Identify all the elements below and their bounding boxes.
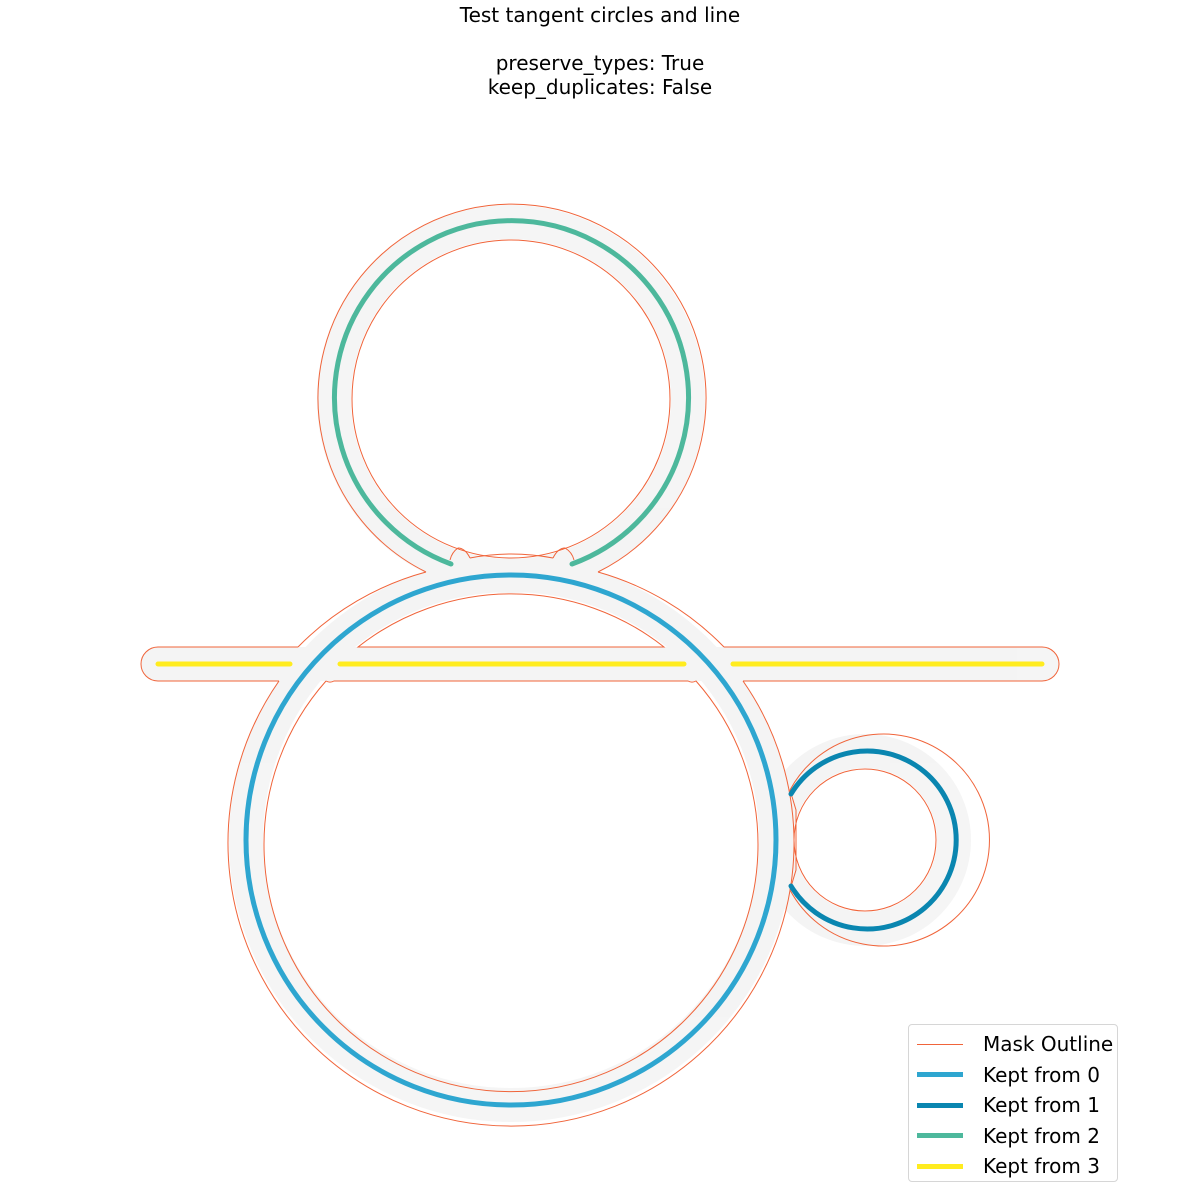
mask-line-left (140, 646, 298, 682)
mask-big-outer-left (297, 571, 427, 648)
kept2-top-arc (332, 218, 691, 567)
mask-big-outer-lower-left (227, 680, 795, 1127)
legend: Mask Outline Kept from 0 Kept from 1 Kept f… (908, 1024, 1118, 1182)
legend-item: Kept from 3 (909, 1151, 1117, 1182)
title-keep-duplicates: keep_duplicates: False (487, 75, 713, 99)
legend-item: Kept from 1 (909, 1090, 1117, 1121)
kept-from-0-path (243, 572, 779, 1108)
legend-label: Kept from 2 (983, 1123, 1100, 1148)
legend-swatch-icon (917, 1163, 963, 1169)
legend-swatch-icon (917, 1072, 963, 1078)
title-preserve-types: preserve_types: True (495, 51, 705, 75)
kept-from-2-path (332, 218, 691, 567)
title-main: Test tangent circles and line (459, 3, 741, 27)
figure-title: Test tangent circles and line preserve_t… (0, 0, 1200, 99)
legend-item: Kept from 0 (909, 1060, 1117, 1091)
mask-neck (449, 547, 575, 561)
legend-swatch-icon (917, 1102, 963, 1108)
mask-big-inner-cap (356, 593, 666, 648)
mask-small-outer (789, 733, 990, 947)
legend-label: Kept from 3 (983, 1154, 1100, 1179)
mask-line-right (724, 646, 1060, 682)
legend-label: Mask Outline (983, 1032, 1114, 1057)
legend-swatch-icon (917, 1133, 963, 1139)
mask-top-outer (317, 203, 707, 573)
mask-top-inner (351, 239, 671, 559)
legend-item: Mask Outline (909, 1029, 1117, 1060)
kept-from-1-path (788, 748, 959, 932)
legend-label: Kept from 1 (983, 1093, 1100, 1118)
legend-item: Kept from 2 (909, 1121, 1117, 1152)
legend-swatch-icon (917, 1043, 963, 1045)
mask-small-inner (793, 768, 937, 912)
kept0-big-circle (243, 572, 779, 1108)
mask-big-inner-lower (263, 680, 759, 1093)
mask-big-outer-right (597, 571, 725, 648)
legend-label: Kept from 0 (983, 1062, 1100, 1087)
kept1-small-arc (788, 748, 959, 932)
